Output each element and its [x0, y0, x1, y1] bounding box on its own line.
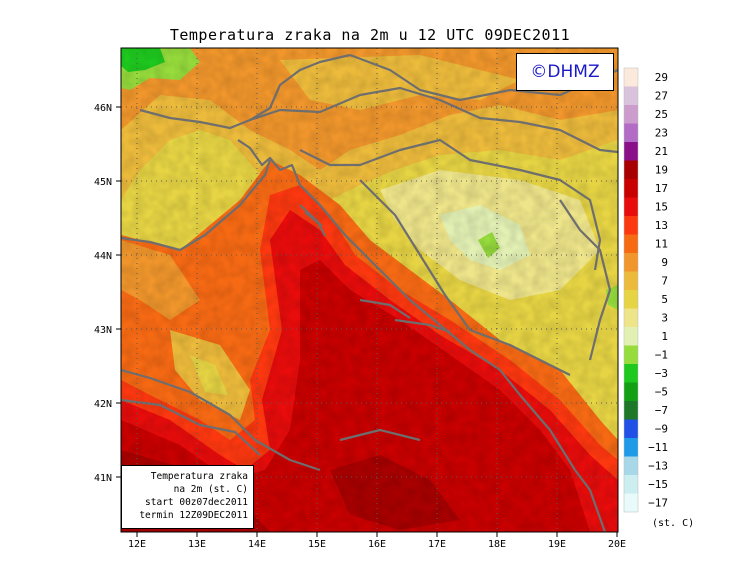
- colorbar-swatch: [624, 493, 638, 512]
- lat-label: 43N: [94, 325, 112, 336]
- italy-east-coast: [121, 159, 272, 252]
- colorbar-label: 9: [661, 256, 668, 269]
- colorbar-unit: (st. C): [652, 518, 695, 529]
- colorbar-label: 15: [655, 201, 668, 214]
- lon-label: 20E: [608, 539, 626, 550]
- colorbar-label: 29: [655, 71, 668, 84]
- serbia-border: [559, 199, 612, 361]
- lon-labels: 12E 13E 14E 15E 16E 17E 18E 19E 20E: [128, 539, 626, 550]
- colorbar-label: −13: [648, 460, 668, 473]
- lat-label: 44N: [94, 251, 112, 262]
- colorbar-swatch: [624, 253, 638, 272]
- colorbar-swatch: [624, 197, 638, 216]
- lon-label: 17E: [428, 539, 446, 550]
- colorbar-label: −17: [648, 497, 668, 510]
- lat-label: 46N: [94, 103, 112, 114]
- lon-label: 15E: [308, 539, 326, 550]
- lat-label: 45N: [94, 177, 112, 188]
- colorbar-label: 7: [661, 275, 668, 288]
- colorbar-swatch: [624, 86, 638, 105]
- colorbar-swatch: [624, 401, 638, 420]
- colorbar-label: 3: [661, 312, 668, 325]
- island-2: [304, 211, 323, 227]
- hungary-border: [349, 53, 618, 102]
- island-3: [359, 298, 411, 319]
- slovenia-border: [139, 53, 351, 130]
- colorbar-label: −9: [655, 423, 668, 436]
- colorbar-swatch: [624, 123, 638, 142]
- puglia: [339, 428, 421, 442]
- colorbar-swatch: [624, 438, 638, 457]
- colorbar-swatch: [624, 216, 638, 235]
- lon-label: 18E: [488, 539, 506, 550]
- colorbar: 29 27 25 23 21 19 17 15 13 11 9 7 5 3 1 −1 −3 −5 −7 −9 −11 −1…: [623, 67, 668, 513]
- colorbar-swatch: [624, 68, 638, 87]
- colorbar-label: 13: [655, 219, 668, 232]
- dhmz-logo: ©DHMZ: [516, 53, 614, 91]
- info-line: na 2m (st. C): [173, 484, 248, 495]
- colorbar-label: −11: [648, 441, 668, 454]
- island-4: [394, 318, 451, 334]
- bosnia-south: [359, 179, 571, 376]
- info-line: start 00z07dec2011: [145, 497, 248, 508]
- albania-border: [574, 469, 607, 532]
- map-title: Temperatura zraka na 2m u 12 UTC 09DEC20…: [169, 26, 571, 44]
- colorbar-label: 27: [655, 90, 668, 103]
- italy-south-coast: [121, 368, 321, 472]
- colorbar-swatch: [624, 475, 638, 494]
- istria-coast: [237, 139, 576, 471]
- coastlines-borders: [121, 53, 618, 532]
- tick-marks: [116, 106, 618, 537]
- colorbar-label: 1: [661, 330, 668, 343]
- plot-frame: [120, 47, 619, 533]
- lon-label: 14E: [248, 539, 266, 550]
- colorbar-swatch: [624, 271, 638, 290]
- lat-label: 42N: [94, 399, 112, 410]
- colorbar-swatch: [624, 345, 638, 364]
- colorbar-swatch: [624, 105, 638, 124]
- colorbar-frame: [623, 67, 639, 513]
- colorbar-label: −3: [655, 367, 668, 380]
- temperature-field: [121, 48, 618, 532]
- colorbar-label: 17: [655, 182, 668, 195]
- lon-label: 19E: [548, 539, 566, 550]
- lat-label: 41N: [94, 473, 112, 484]
- croatia-inland-border: [249, 86, 618, 154]
- colorbar-label: −1: [655, 349, 668, 362]
- colorbar-swatch: [624, 364, 638, 383]
- colorbar-swatch: [624, 308, 638, 327]
- colorbar-label: −7: [655, 404, 668, 417]
- colorbar-label: −15: [648, 478, 668, 491]
- lon-label: 13E: [188, 539, 206, 550]
- graticule: [121, 48, 618, 532]
- info-line: termin 12Z09DEC2011: [139, 510, 248, 521]
- lat-labels: 41N 42N 43N 44N 45N 46N: [94, 103, 112, 484]
- colorbar-swatch: [624, 290, 638, 309]
- colorbar-label: 23: [655, 127, 668, 140]
- lon-label: 16E: [368, 539, 386, 550]
- colorbar-swatch: [624, 419, 638, 438]
- lon-label: 12E: [128, 539, 146, 550]
- bosnia-border: [299, 138, 602, 271]
- colorbar-swatch: [624, 234, 638, 253]
- colorbar-swatch: [624, 160, 638, 179]
- info-box: Temperatura zraka na 2m (st. C) start 00…: [121, 465, 254, 529]
- colorbar-swatch: [624, 327, 638, 346]
- colorbar-label: 11: [655, 238, 668, 251]
- colorbar-label: −5: [655, 386, 668, 399]
- colorbar-swatch: [624, 382, 638, 401]
- colorbar-swatch: [624, 456, 638, 475]
- colorbar-label: 5: [661, 293, 668, 306]
- info-line: Temperatura zraka: [150, 471, 248, 482]
- colorbar-swatch: [624, 179, 638, 198]
- colorbar-label: 19: [655, 164, 668, 177]
- colorbar-label: 21: [655, 145, 668, 158]
- colorbar-label: 25: [655, 108, 668, 121]
- colorbar-swatch: [624, 142, 638, 161]
